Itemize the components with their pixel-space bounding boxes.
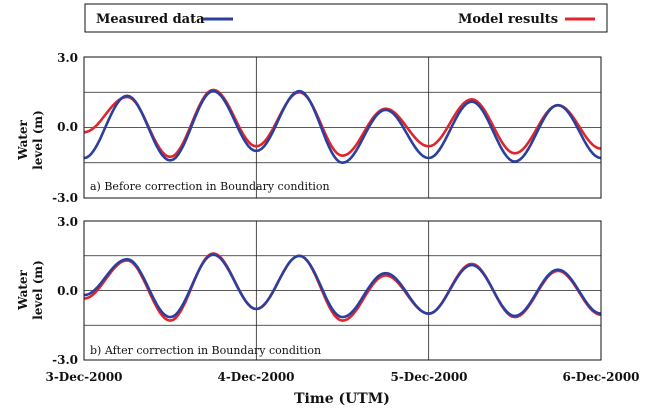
x-axis-title: Time (UTM) bbox=[294, 391, 390, 407]
panel-b-measured-line bbox=[83, 253, 602, 319]
x-tick-label: 6-Dec-2000 bbox=[562, 370, 639, 384]
panel-a-ytick-bottom: -3.0 bbox=[52, 191, 78, 205]
x-tick-label: 4-Dec-2000 bbox=[217, 370, 294, 384]
panel-a-measured-line bbox=[83, 89, 602, 165]
panel-b-ylabel: Waterlevel (m) bbox=[16, 260, 45, 320]
x-tick-labels: 3-Dec-2000 4-Dec-2000 5-Dec-2000 6-Dec-2… bbox=[45, 370, 639, 384]
panel-a-ytick-top: 3.0 bbox=[57, 51, 78, 65]
x-tick-label: 5-Dec-2000 bbox=[390, 370, 467, 384]
panel-a-lines bbox=[83, 88, 602, 165]
panel-a-caption: a) Before correction in Boundary conditi… bbox=[90, 180, 330, 193]
panel-b-ytick-bottom: -3.0 bbox=[52, 353, 78, 367]
legend-model-label: Model results bbox=[458, 12, 558, 27]
x-tick-label: 3-Dec-2000 bbox=[45, 370, 122, 384]
panel-b: Waterlevel (m) 3.0 0.0 -3.0 b) After cor… bbox=[16, 215, 602, 367]
panel-b-frame bbox=[83, 220, 602, 361]
panel-b-ytick-top: 3.0 bbox=[57, 215, 78, 229]
panel-b-caption: b) After correction in Boundary conditio… bbox=[90, 344, 321, 357]
legend-box bbox=[84, 3, 608, 33]
legend-measured-label: Measured data bbox=[96, 12, 205, 27]
panel-a-ylabel: Waterlevel (m) bbox=[16, 110, 45, 170]
legend: Measured data Model results bbox=[84, 3, 608, 33]
panel-a-frame bbox=[83, 56, 602, 199]
panel-b-ytick-mid: 0.0 bbox=[57, 284, 78, 298]
panel-a: Waterlevel (m) 3.0 0.0 -3.0 a) Before co… bbox=[16, 51, 602, 205]
panel-a-model-line bbox=[83, 88, 602, 159]
panel-a-grid bbox=[84, 57, 601, 198]
panel-b-lines bbox=[83, 252, 602, 322]
panel-a-ytick-mid: 0.0 bbox=[57, 120, 78, 134]
panel-b-grid bbox=[84, 221, 601, 360]
